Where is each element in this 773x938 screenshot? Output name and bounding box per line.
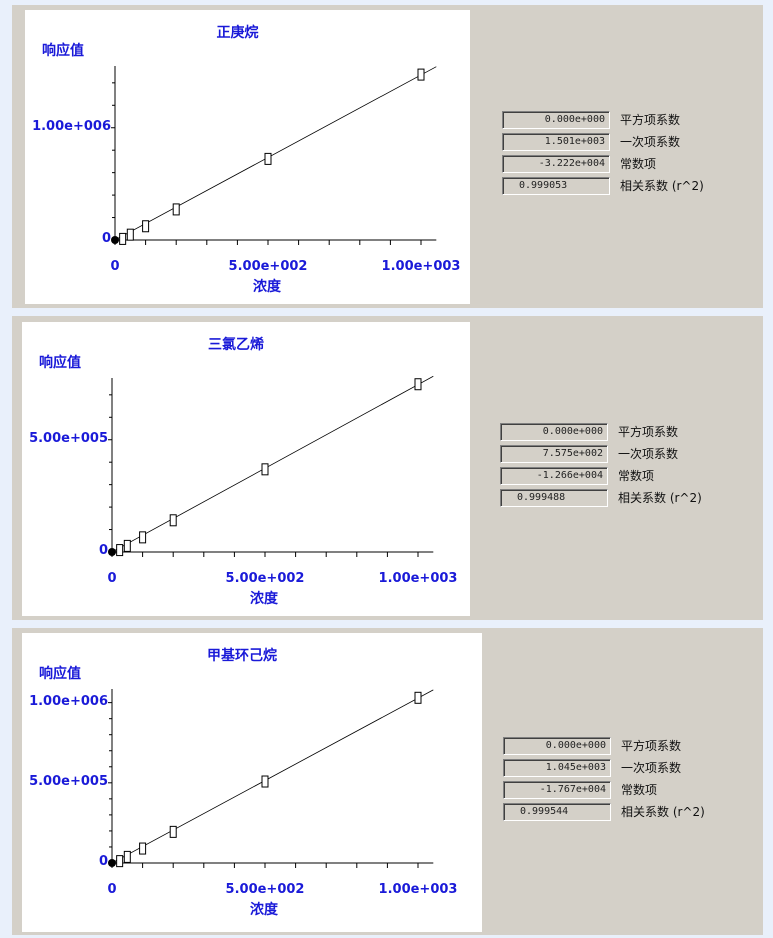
x-tick-label: 0 bbox=[107, 571, 117, 586]
y-tick-label: 5.00e+005 bbox=[29, 773, 108, 789]
field-value: -1.767e+004 bbox=[539, 784, 606, 795]
data-point-origin bbox=[108, 548, 116, 556]
data-point bbox=[261, 463, 269, 476]
linear-coef-field[interactable]: 1.501e+003 bbox=[502, 133, 610, 151]
y-tick-label: 0 bbox=[98, 543, 108, 558]
linear-coef-field[interactable]: 7.575e+002 bbox=[500, 445, 608, 463]
field-label: 常数项 bbox=[618, 469, 655, 483]
y-tick-label: 1.00e+006 bbox=[32, 118, 111, 134]
constant-field[interactable]: -3.222e+004 bbox=[502, 155, 610, 173]
data-point bbox=[139, 842, 147, 855]
x-axis-label: 浓度 bbox=[250, 591, 278, 607]
quadratic-coef-field[interactable]: 0.000e+000 bbox=[502, 111, 610, 129]
data-point-origin bbox=[111, 236, 119, 244]
y-axis-label: 响应值 bbox=[39, 355, 81, 371]
y-axis-label: 响应值 bbox=[39, 666, 81, 682]
field-value: 0.000e+000 bbox=[545, 740, 606, 751]
x-tick-label: 1.00e+003 bbox=[378, 571, 458, 586]
field-label: 相关系数 (r^2) bbox=[620, 179, 704, 193]
data-point bbox=[123, 850, 131, 863]
field-label: 一次项系数 bbox=[621, 761, 682, 775]
calibration-panel: 正庚烷响应值浓度 0 1.00e+006 0 5.00e+002 1.00e+003 0.0… bbox=[12, 5, 763, 308]
fit-line bbox=[114, 66, 437, 241]
field-label: 一次项系数 bbox=[618, 447, 679, 461]
x-tick-label: 1.00e+003 bbox=[381, 259, 461, 274]
chart-title: 三氯乙烯 bbox=[208, 337, 264, 353]
data-point-origin bbox=[108, 859, 116, 867]
field-value: -1.266e+004 bbox=[536, 470, 603, 481]
y-tick-label: 0 bbox=[98, 854, 108, 869]
field-value: 1.045e+003 bbox=[545, 762, 606, 773]
data-point bbox=[139, 531, 147, 544]
calibration-panel: 甲基环己烷响应值浓度 0 5.00e+005 1.00e+006 0 5.00e+002 1… bbox=[12, 628, 763, 935]
field-label: 一次项系数 bbox=[620, 135, 681, 149]
field-value: 0.000e+000 bbox=[542, 426, 603, 437]
data-point bbox=[119, 232, 127, 245]
field-value: 0.999488 bbox=[517, 492, 566, 503]
quadratic-coef-field[interactable]: 0.000e+000 bbox=[503, 737, 611, 755]
fit-line bbox=[111, 375, 434, 553]
data-point bbox=[417, 68, 425, 81]
x-axis-label: 浓度 bbox=[253, 279, 281, 295]
field-label: 相关系数 (r^2) bbox=[621, 805, 705, 819]
x-tick-label: 5.00e+002 bbox=[225, 882, 305, 897]
chart-title: 正庚烷 bbox=[216, 25, 259, 41]
plot-area bbox=[108, 375, 434, 557]
data-point bbox=[414, 378, 422, 391]
y-axis-label: 响应值 bbox=[42, 43, 84, 59]
field-value: -3.222e+004 bbox=[538, 158, 605, 169]
calibration-panel: 三氯乙烯响应值浓度 0 5.00e+005 0 5.00e+002 1.00e+003 0.… bbox=[12, 316, 763, 620]
data-point bbox=[116, 855, 124, 868]
constant-field[interactable]: -1.266e+004 bbox=[500, 467, 608, 485]
chart-title: 甲基环己烷 bbox=[207, 648, 277, 664]
x-axis-label: 浓度 bbox=[250, 902, 278, 918]
calibration-chart: 三氯乙烯响应值浓度 0 5.00e+005 0 5.00e+002 1.00e+003 bbox=[22, 322, 470, 616]
quadratic-coef-field[interactable]: 0.000e+000 bbox=[500, 423, 608, 441]
x-tick-label: 0 bbox=[107, 882, 117, 897]
y-tick-label: 5.00e+005 bbox=[29, 430, 108, 446]
data-point bbox=[414, 691, 422, 704]
data-point bbox=[169, 514, 177, 527]
field-value: 0.999544 bbox=[520, 806, 569, 817]
field-value: 0.000e+000 bbox=[544, 114, 605, 125]
data-point bbox=[172, 203, 180, 216]
field-label: 平方项系数 bbox=[618, 425, 679, 439]
data-point bbox=[142, 220, 150, 233]
r-squared-field[interactable]: 0.999488 bbox=[500, 489, 608, 507]
r-squared-field[interactable]: 0.999544 bbox=[503, 803, 611, 821]
field-label: 常数项 bbox=[621, 783, 658, 797]
data-point bbox=[261, 775, 269, 788]
x-tick-label: 5.00e+002 bbox=[228, 259, 308, 274]
calibration-chart: 甲基环己烷响应值浓度 0 5.00e+005 1.00e+006 0 5.00e+002 1… bbox=[22, 633, 482, 932]
y-tick-label: 0 bbox=[101, 231, 111, 246]
field-label: 常数项 bbox=[620, 157, 657, 171]
fit-line bbox=[111, 689, 434, 864]
field-value: 7.575e+002 bbox=[542, 448, 603, 459]
calibration-chart: 正庚烷响应值浓度 0 1.00e+006 0 5.00e+002 1.00e+003 bbox=[25, 10, 470, 304]
constant-field[interactable]: -1.767e+004 bbox=[503, 781, 611, 799]
field-label: 平方项系数 bbox=[621, 739, 682, 753]
field-value: 1.501e+003 bbox=[544, 136, 605, 147]
r-squared-field[interactable]: 0.999053 bbox=[502, 177, 610, 195]
x-tick-label: 5.00e+002 bbox=[225, 571, 305, 586]
field-label: 相关系数 (r^2) bbox=[618, 491, 702, 505]
plot-area bbox=[108, 689, 434, 868]
field-value: 0.999053 bbox=[519, 180, 568, 191]
plot-area bbox=[111, 66, 437, 245]
x-tick-label: 1.00e+003 bbox=[378, 882, 458, 897]
linear-coef-field[interactable]: 1.045e+003 bbox=[503, 759, 611, 777]
data-point bbox=[264, 152, 272, 165]
y-tick-label: 1.00e+006 bbox=[29, 693, 108, 709]
data-point bbox=[169, 825, 177, 838]
data-point bbox=[123, 539, 131, 552]
field-label: 平方项系数 bbox=[620, 113, 681, 127]
data-point bbox=[126, 228, 134, 241]
data-point bbox=[116, 544, 124, 557]
x-tick-label: 0 bbox=[110, 259, 120, 274]
